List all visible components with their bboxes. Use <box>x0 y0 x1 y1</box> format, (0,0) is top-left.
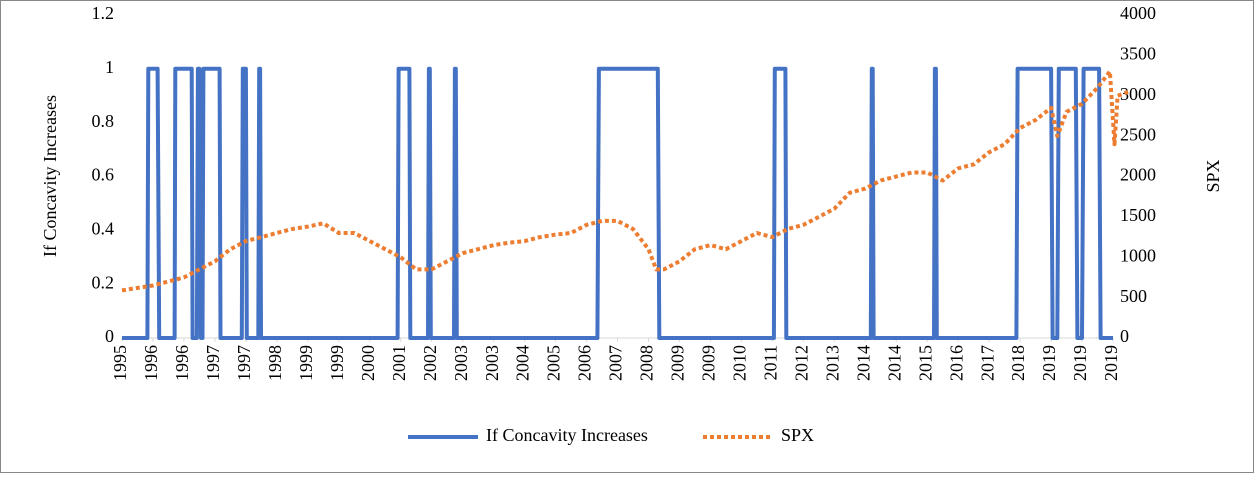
x-tick-label: 2005 <box>544 345 564 381</box>
y2-tick-label: 2500 <box>1120 124 1156 144</box>
x-tick-label: 2016 <box>946 345 966 381</box>
y2-tick-label: 500 <box>1120 286 1147 306</box>
legend-label: If Concavity Increases <box>486 425 648 445</box>
series-line <box>122 66 1113 340</box>
y-tick-label: 1.2 <box>92 3 115 23</box>
x-tick-label: 1996 <box>141 345 161 381</box>
y2-tick-label: 3500 <box>1120 44 1156 64</box>
x-tick-label: 2019 <box>1070 345 1090 381</box>
x-tick-label: 2007 <box>606 345 626 381</box>
x-tick-label: 2014 <box>884 345 904 381</box>
y-axis-title: If Concavity Increases <box>40 95 60 257</box>
series-line <box>121 69 1130 293</box>
y-tick-label: 0.8 <box>92 111 115 131</box>
y2-axis-title: SPX <box>1203 159 1223 192</box>
x-tick-label: 2003 <box>451 345 471 381</box>
x-tick-label: 2002 <box>420 345 440 381</box>
x-tick-label: 2009 <box>668 345 688 381</box>
x-tick-label: 2019 <box>1101 345 1121 381</box>
x-tick-label: 2018 <box>1008 345 1028 381</box>
y-tick-label: 0.2 <box>92 272 115 292</box>
x-tick-label: 2012 <box>791 345 811 381</box>
x-tick-label: 2009 <box>699 345 719 381</box>
y2-tick-label: 0 <box>1120 326 1129 346</box>
x-tick-label: 1999 <box>327 345 347 381</box>
y2-tick-label: 4000 <box>1120 3 1156 23</box>
x-tick-label: 1997 <box>203 345 223 381</box>
x-tick-label: 2006 <box>575 345 595 381</box>
y2-tick-label: 3000 <box>1120 84 1156 104</box>
x-tick-label: 2017 <box>977 345 997 381</box>
y2-tick-label: 1000 <box>1120 245 1156 265</box>
legend-label: SPX <box>781 425 814 445</box>
x-tick-label: 2001 <box>389 345 409 381</box>
x-tick-label: 2011 <box>760 345 780 380</box>
y-tick-label: 0.4 <box>92 218 115 238</box>
y-tick-label: 0 <box>105 326 114 346</box>
y-tick-label: 0.6 <box>92 165 115 185</box>
x-tick-label: 2014 <box>853 345 873 381</box>
x-tick-label: 1997 <box>234 345 254 381</box>
x-tick-label: 1995 <box>110 345 130 381</box>
x-tick-label: 1996 <box>172 345 192 381</box>
y2-tick-label: 1500 <box>1120 205 1156 225</box>
x-tick-label: 1998 <box>265 345 285 381</box>
x-tick-label: 2008 <box>637 345 657 381</box>
x-tick-label: 2019 <box>1039 345 1059 381</box>
x-tick-label: 2004 <box>513 345 533 381</box>
x-tick-label: 2015 <box>915 345 935 381</box>
x-tick-label: 1999 <box>296 345 316 381</box>
y2-tick-label: 2000 <box>1120 165 1156 185</box>
x-tick-label: 2003 <box>482 345 502 381</box>
x-tick-label: 2013 <box>822 345 842 381</box>
y-tick-label: 1 <box>105 57 114 77</box>
x-tick-label: 2010 <box>730 345 750 381</box>
x-tick-label: 2000 <box>358 345 378 381</box>
